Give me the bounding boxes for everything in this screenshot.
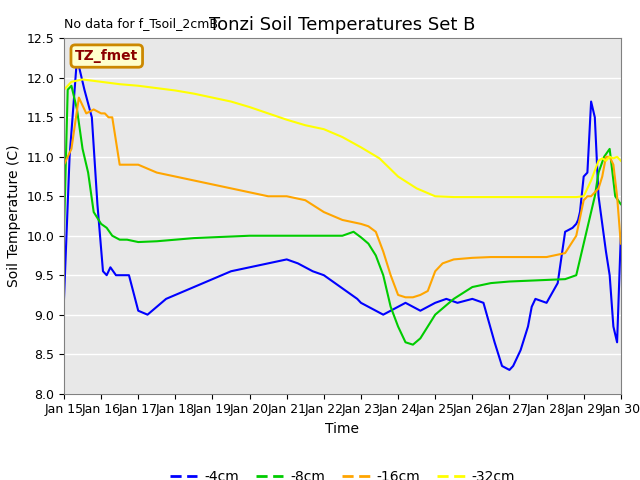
Text: No data for f_Tsoil_2cmB: No data for f_Tsoil_2cmB <box>64 17 218 30</box>
Title: Tonzi Soil Temperatures Set B: Tonzi Soil Temperatures Set B <box>209 16 476 34</box>
Legend: -4cm, -8cm, -16cm, -32cm: -4cm, -8cm, -16cm, -32cm <box>164 465 521 480</box>
Y-axis label: Soil Temperature (C): Soil Temperature (C) <box>7 145 21 287</box>
Text: TZ_fmet: TZ_fmet <box>75 49 138 63</box>
X-axis label: Time: Time <box>325 422 360 436</box>
